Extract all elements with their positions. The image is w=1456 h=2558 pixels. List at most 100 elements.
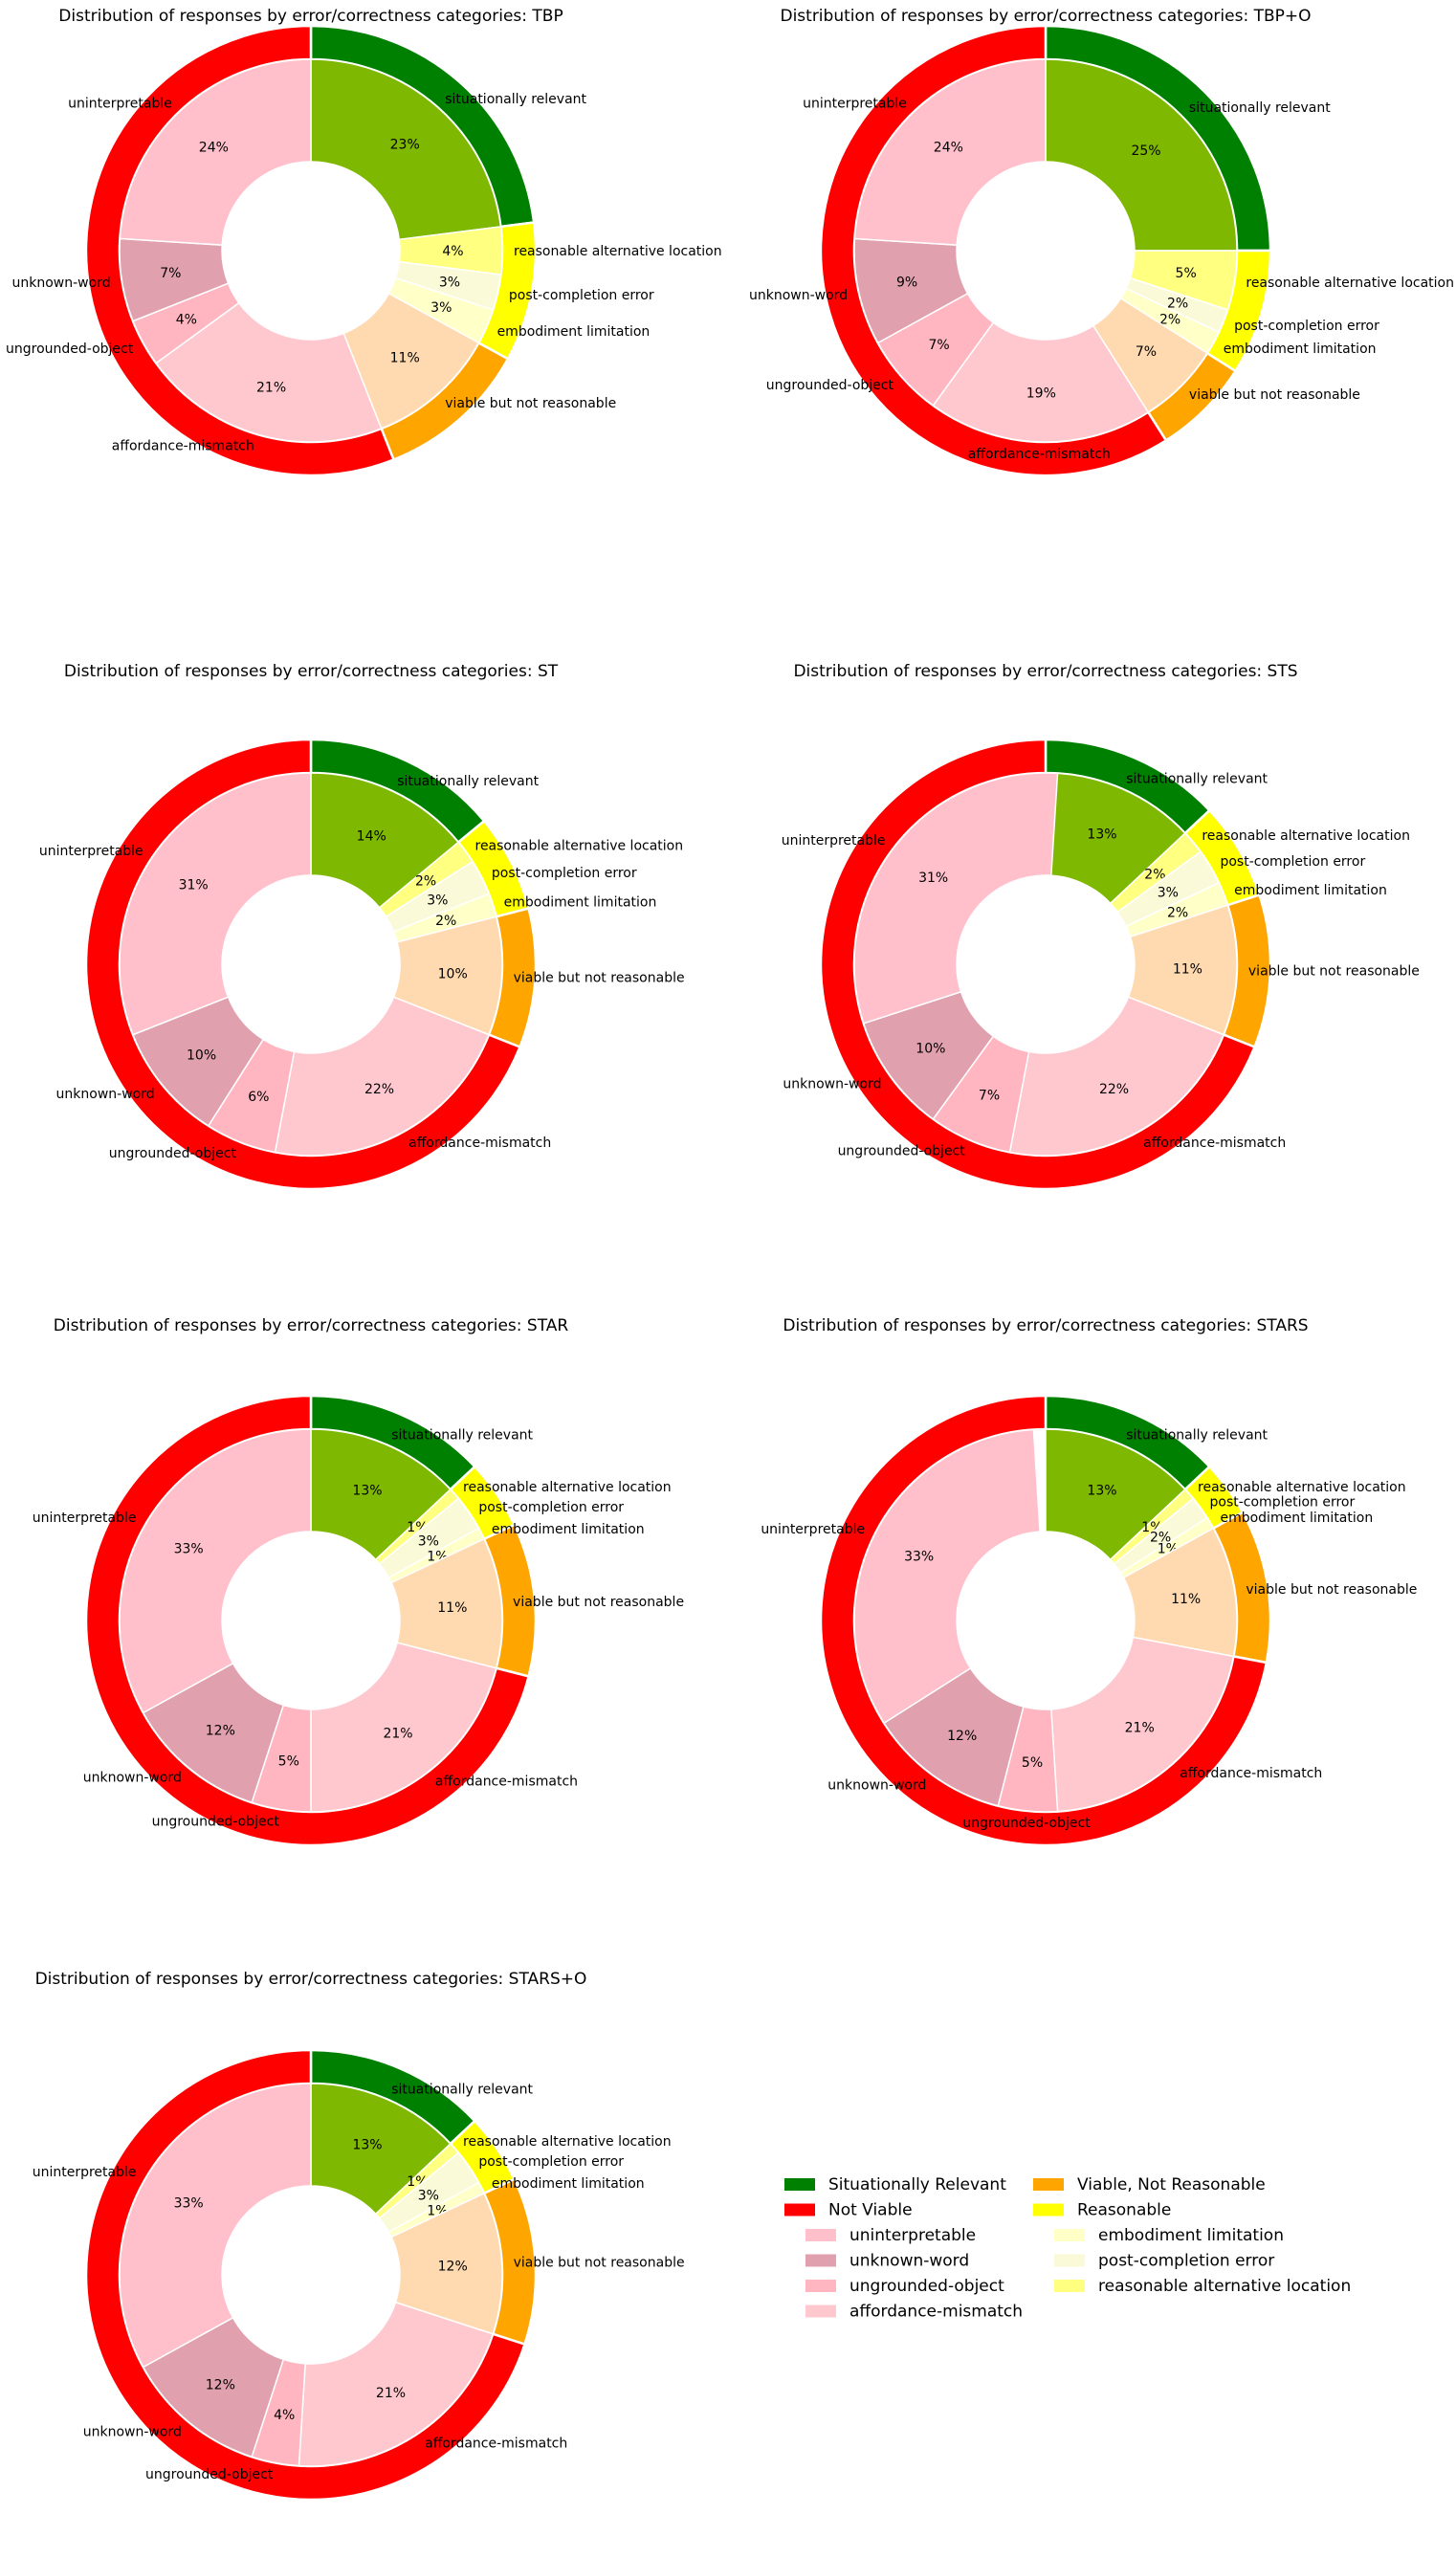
percent-label: 21% xyxy=(1125,1720,1155,1735)
category-label: post-completion error xyxy=(478,2154,624,2170)
percent-label: 3% xyxy=(1158,885,1179,900)
percent-label: 7% xyxy=(1136,344,1157,360)
percent-label: 21% xyxy=(383,1726,412,1741)
charts-layer: Distribution of responses by error/corre… xyxy=(6,7,1454,2502)
category-label: uninterpretable xyxy=(761,1522,865,1537)
category-label: viable but not reasonable xyxy=(445,396,616,411)
category-label: uninterpretable xyxy=(33,2165,137,2180)
category-label: situationally relevant xyxy=(1126,1427,1268,1443)
percent-label: 4% xyxy=(176,313,197,328)
percent-label: 12% xyxy=(206,2377,235,2393)
category-label: reasonable alternative location xyxy=(475,838,684,853)
percent-label: 3% xyxy=(418,2189,439,2204)
category-label: viable but not reasonable xyxy=(1248,964,1420,980)
percent-label: 12% xyxy=(947,1729,977,1744)
inner-slice-affordance-mismatch xyxy=(932,321,1150,443)
percent-label: 5% xyxy=(1022,1755,1043,1771)
inner-slice-situationally-relevant xyxy=(310,58,502,241)
chart-title: Distribution of responses by error/corre… xyxy=(64,662,559,681)
inner-slice-affordance-mismatch xyxy=(274,996,490,1157)
percent-label: 21% xyxy=(376,2386,406,2401)
inner-slice-uninterpretable xyxy=(853,772,1059,1025)
category-label: affordance-mismatch xyxy=(408,1136,551,1151)
inner-slice-uninterpretable xyxy=(853,58,1047,246)
category-label: reasonable alternative location xyxy=(1246,276,1454,291)
category-label: unknown-word xyxy=(827,1778,926,1794)
category-label: unknown-word xyxy=(749,288,848,303)
legend-label: Reasonable xyxy=(1077,2201,1171,2220)
percent-label: 2% xyxy=(1167,297,1188,312)
category-label: ungrounded-object xyxy=(962,1816,1091,1831)
chart-title: Distribution of responses by error/corre… xyxy=(783,1316,1308,1335)
inner-slice-affordance-mismatch xyxy=(1008,996,1224,1157)
chart-title: Distribution of responses by error/corre… xyxy=(35,1970,587,1989)
percent-label: 9% xyxy=(896,275,917,290)
percent-label: 7% xyxy=(979,1088,1000,1103)
category-label: ungrounded-object xyxy=(152,1814,280,1829)
legend-label: reasonable alternative location xyxy=(1098,2277,1351,2296)
legend-swatch xyxy=(1033,2203,1064,2216)
category-label: affordance-mismatch xyxy=(1180,1766,1322,1781)
percent-label: 5% xyxy=(278,1754,299,1770)
category-label: uninterpretable xyxy=(782,833,886,849)
category-label: affordance-mismatch xyxy=(968,447,1111,462)
category-label: unknown-word xyxy=(83,1770,182,1785)
category-label: affordance-mismatch xyxy=(112,439,254,454)
percent-label: 3% xyxy=(427,893,448,909)
category-label: embodiment limitation xyxy=(1220,1511,1373,1526)
category-label: viable but not reasonable xyxy=(514,2256,685,2271)
legend-label: uninterpretable xyxy=(849,2226,976,2245)
category-label: unknown-word xyxy=(783,1077,881,1092)
category-label: reasonable alternative location xyxy=(514,244,722,259)
inner-slice-uninterpretable xyxy=(853,1428,1041,1725)
legend-label: embodiment limitation xyxy=(1098,2226,1284,2245)
legend-swatch xyxy=(1033,2178,1064,2191)
chart-title: Distribution of responses by error/corre… xyxy=(780,7,1311,26)
category-label: embodiment limitation xyxy=(1234,883,1387,898)
percent-label: 13% xyxy=(1087,1484,1116,1499)
donut-chart: Distribution of responses by error/corre… xyxy=(33,1970,685,2502)
percent-label: 10% xyxy=(916,1041,945,1056)
legend-label: unknown-word xyxy=(849,2252,969,2271)
inner-slice-uninterpretable xyxy=(119,772,312,1036)
percent-label: 3% xyxy=(418,1534,439,1550)
inner-slice-uninterpretable xyxy=(119,58,312,246)
legend-swatch xyxy=(805,2280,836,2292)
category-label: post-completion error xyxy=(492,866,637,881)
category-label: ungrounded-object xyxy=(109,1146,237,1161)
category-label: viable but not reasonable xyxy=(514,970,685,985)
legend-label: post-completion error xyxy=(1098,2252,1274,2271)
percent-label: 2% xyxy=(1150,1531,1171,1546)
category-label: embodiment limitation xyxy=(492,1522,645,1537)
category-label: embodiment limitation xyxy=(504,894,657,910)
category-label: affordance-mismatch xyxy=(1143,1136,1286,1151)
inner-slice-situationally-relevant xyxy=(1045,58,1238,252)
category-label: situationally relevant xyxy=(397,774,539,789)
category-label: ungrounded-object xyxy=(766,378,894,393)
percent-label: 13% xyxy=(352,2138,382,2153)
percent-label: 33% xyxy=(174,2195,204,2211)
percent-label: 7% xyxy=(928,338,949,353)
category-label: situationally relevant xyxy=(1189,100,1331,116)
legend: Situationally Relevant Not Viable uninterp… xyxy=(784,2175,1351,2322)
category-label: post-completion error xyxy=(1220,854,1365,870)
donut-chart: Distribution of responses by error/corre… xyxy=(6,7,722,477)
legend-label: affordance-mismatch xyxy=(849,2303,1023,2322)
percent-label: 7% xyxy=(160,266,181,281)
percent-label: 25% xyxy=(1131,143,1160,159)
category-label: embodiment limitation xyxy=(1224,342,1377,357)
inner-slice-affordance-mismatch xyxy=(155,301,383,443)
inner-slice-uninterpretable xyxy=(119,1428,312,1714)
donut-chart: Distribution of responses by error/corre… xyxy=(39,662,685,1191)
percent-label: 12% xyxy=(206,1723,235,1738)
percent-label: 24% xyxy=(934,141,963,156)
legend-swatch xyxy=(805,2229,836,2241)
percent-label: 2% xyxy=(415,874,436,890)
category-label: reasonable alternative location xyxy=(1202,828,1410,844)
category-label: viable but not reasonable xyxy=(1246,1582,1417,1598)
legend-swatch xyxy=(805,2304,836,2318)
percent-label: 6% xyxy=(248,1090,269,1105)
percent-label: 2% xyxy=(1167,905,1188,920)
percent-label: 22% xyxy=(364,1082,394,1097)
